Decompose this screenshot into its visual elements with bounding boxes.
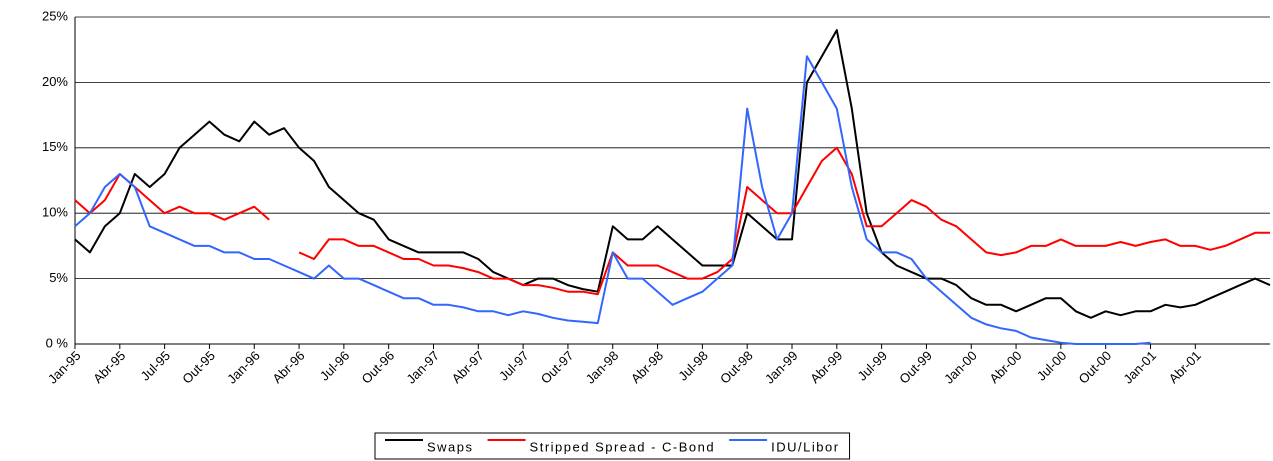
x-tick-label: Out-95 (179, 348, 218, 387)
series-line (74, 55, 1151, 345)
x-tick-label: Jan-98 (583, 348, 622, 387)
legend-label: Stripped Spread - C-Bond (530, 439, 716, 454)
x-tick-label: Abr-01 (1166, 348, 1204, 386)
y-tick-label: 0 % (46, 335, 69, 350)
x-tick-label: Abr-99 (807, 348, 845, 386)
legend-label: IDU/Libor (771, 439, 839, 454)
x-tick-label: Jan-96 (224, 348, 263, 387)
y-tick-label: 10% (42, 205, 68, 220)
x-tick-label: Abr-98 (628, 348, 666, 386)
x-tick-label: Jan-00 (941, 348, 980, 387)
legend: Swaps Stripped Spread - C-Bond IDU/Libor (374, 432, 851, 460)
y-tick-label: 25% (42, 8, 68, 23)
x-tick-label: Out-97 (538, 348, 577, 387)
x-tick-label: Out-99 (896, 348, 935, 387)
x-tick-label: Jul-98 (675, 348, 711, 384)
x-tick-label: Jul-00 (1034, 348, 1070, 384)
x-tick-label: Jan-95 (45, 348, 84, 387)
y-tick-label: 5% (49, 270, 68, 285)
x-tick-label: Jan-01 (1120, 348, 1159, 387)
x-tick-label: Jul-97 (496, 348, 532, 384)
x-tick-label: Abr-96 (269, 348, 307, 386)
series-line (74, 146, 1270, 296)
legend-label: Swaps (427, 439, 474, 454)
y-tick-label: 15% (42, 139, 68, 154)
x-tick-label: Abr-95 (90, 348, 128, 386)
x-tick-label: Out-00 (1076, 348, 1115, 387)
x-tick-label: Jul-95 (138, 348, 174, 384)
x-tick-label: Jan-97 (403, 348, 442, 387)
series-line (74, 29, 1271, 319)
x-tick-label: Abr-97 (449, 348, 487, 386)
x-tick-label: Jul-96 (317, 348, 353, 384)
x-tick-label: Out-96 (359, 348, 398, 387)
x-tick-label: Jan-99 (762, 348, 801, 387)
legend-box (374, 432, 851, 460)
y-tick-label: 20% (42, 74, 68, 89)
x-tick-label: Out-98 (717, 348, 756, 387)
x-tick-label: Jul-99 (855, 348, 891, 384)
x-tick-label: Abr-00 (986, 348, 1024, 386)
